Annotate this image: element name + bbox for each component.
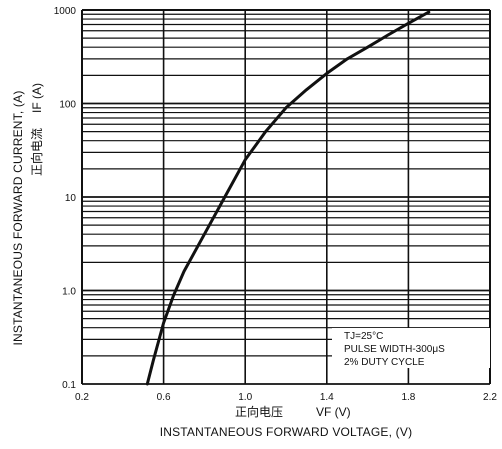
x-tick-label: 1.8 (401, 392, 415, 403)
annotation-pulse-width: PULSE WIDTH-300μS (344, 344, 445, 355)
y-tick-label: 1000 (54, 6, 77, 17)
y-tick-label: 1.0 (62, 287, 76, 298)
y-axis-label: INSTANTANEOUS FORWARD CURRENT, (A) (11, 90, 25, 345)
tick-label-layer: 0.2 0.6 1.0 1.4 1.8 2.2 0.1 1.0 10 100 1000 (54, 6, 498, 403)
x-axis-label: INSTANTANEOUS FORWARD VOLTAGE, (V) (160, 425, 413, 439)
forward-current-curve (145, 10, 431, 386)
x-tick-label: 0.6 (157, 392, 171, 403)
y-tick-label: 0.1 (62, 380, 76, 391)
annotation-box (332, 328, 490, 368)
x-tick-label: 1.4 (320, 392, 334, 403)
y-tick-label: 10 (65, 193, 77, 204)
y-tick-label: 100 (59, 100, 76, 111)
annotation-temperature: TJ=25°C (344, 331, 383, 342)
x-tick-label: 1.0 (238, 392, 252, 403)
y-axis-label-symbol: IF (A) (30, 83, 44, 113)
x-tick-label: 2.2 (483, 392, 497, 403)
x-tick-label: 0.2 (75, 392, 89, 403)
x-axis-label-chinese: 正向电压 (235, 404, 283, 419)
annotation-duty-cycle: 2% DUTY CYCLE (344, 357, 425, 368)
x-axis-label-symbol: VF (V) (316, 405, 351, 419)
y-axis-label-chinese: 正向电流 (29, 128, 44, 176)
grid-layer (81, 9, 491, 385)
